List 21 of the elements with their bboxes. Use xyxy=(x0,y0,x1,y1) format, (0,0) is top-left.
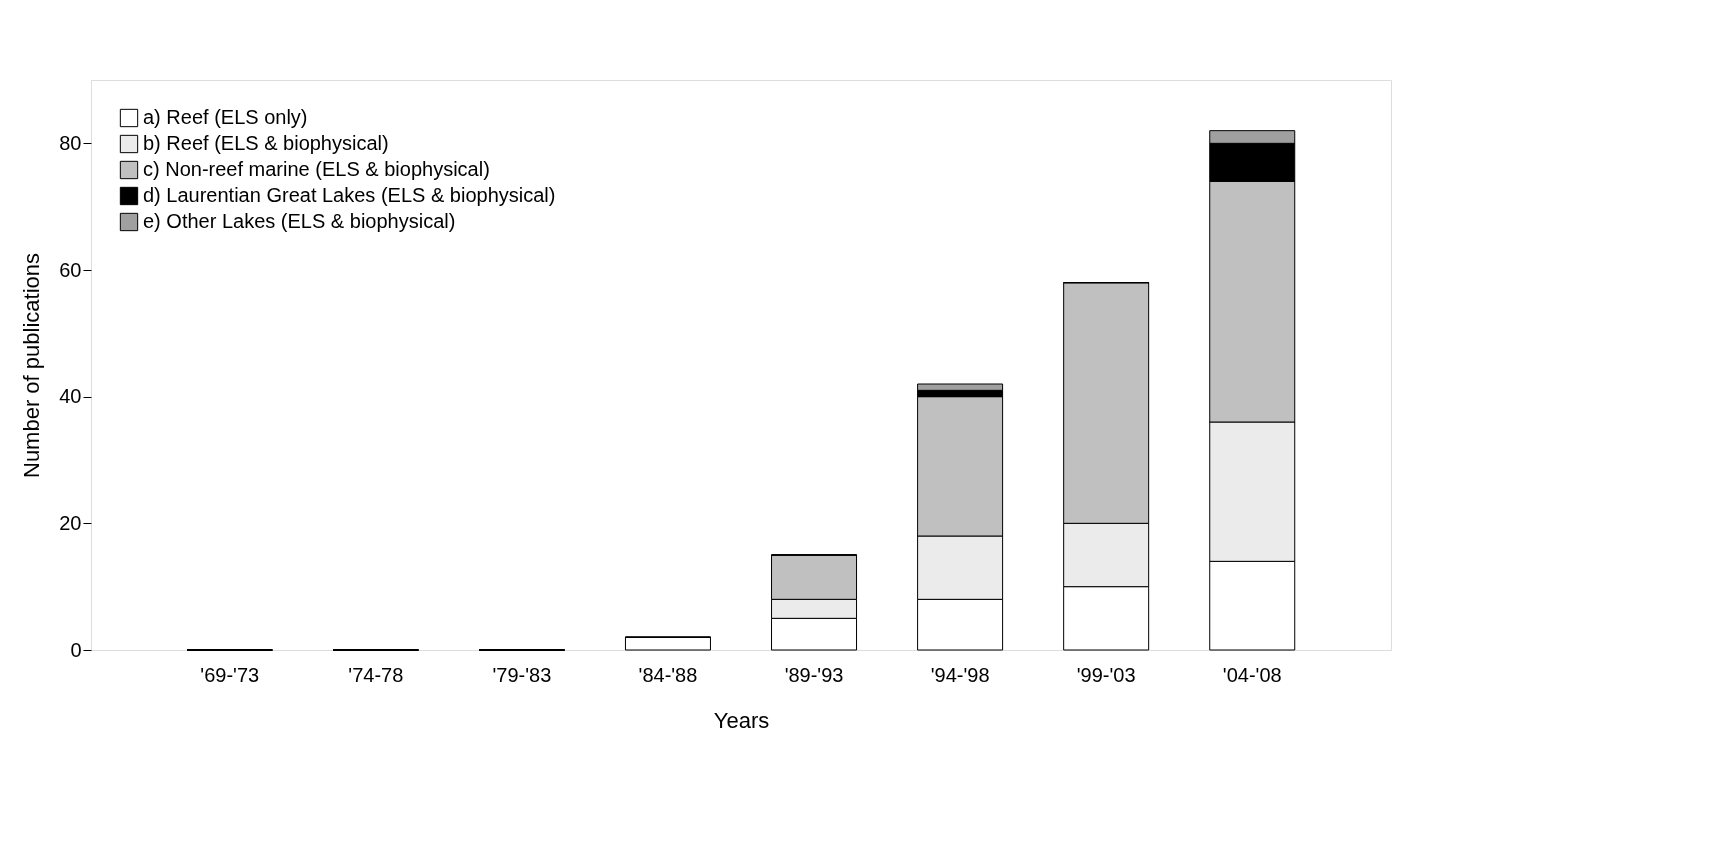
x-tick-label: '74-78 xyxy=(348,663,404,686)
y-tick-label: 40 xyxy=(59,385,82,408)
x-tick-label: '89-'93 xyxy=(784,663,844,686)
bar xyxy=(624,636,711,651)
x-tick-label: '94-'98 xyxy=(930,663,990,686)
y-tick-label: 80 xyxy=(59,131,82,154)
legend-label: e) Other Lakes (ELS & biophysical) xyxy=(143,210,456,232)
legend-label: d) Laurentian Great Lakes (ELS & biophysical) xyxy=(143,184,556,206)
y-tick-label: 20 xyxy=(59,511,82,534)
x-tick-label: '69-'73 xyxy=(200,663,260,686)
y-tick-label: 60 xyxy=(59,258,82,281)
legend-label: c) Non-reef marine (ELS & biophysical) xyxy=(143,158,490,180)
x-tick-label: '99-'03 xyxy=(1076,663,1136,686)
x-tick-label: '79-'83 xyxy=(492,663,552,686)
legend-label: b) Reef (ELS & biophysical) xyxy=(143,132,389,154)
legend-label: a) Reef (ELS only) xyxy=(143,106,308,128)
x-tick-label: '84-'88 xyxy=(638,663,698,686)
x-axis-title: Years xyxy=(713,707,770,733)
y-axis-title: Number of publications xyxy=(19,252,45,479)
x-tick-label: '04-'08 xyxy=(1222,663,1282,686)
y-tick-label: 0 xyxy=(70,638,82,661)
